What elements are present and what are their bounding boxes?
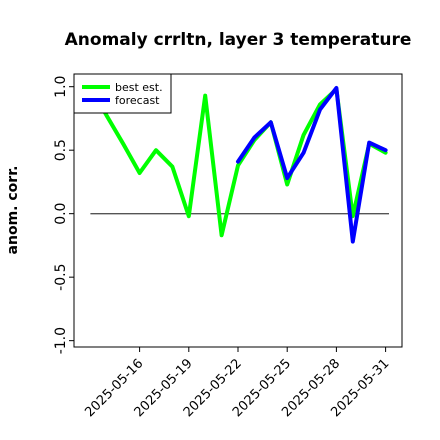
legend-label: forecast bbox=[115, 94, 160, 107]
y-axis-label: anom. corr. bbox=[5, 166, 21, 255]
y-tick-label: 0.0 bbox=[53, 203, 69, 225]
y-tick-label: 1.0 bbox=[53, 76, 69, 98]
y-tick-label: -0.5 bbox=[53, 263, 69, 290]
series-line-forecast bbox=[236, 86, 388, 244]
chart-title: Anomaly crrltn, layer 3 temperature bbox=[65, 30, 412, 50]
legend-label: best est. bbox=[115, 81, 163, 94]
y-tick-label: 0.5 bbox=[53, 139, 69, 161]
plot-area: -1.0-0.50.00.51.02025-05-162025-05-19202… bbox=[53, 73, 403, 420]
y-tick-label: -1.0 bbox=[53, 327, 69, 354]
legend-box bbox=[73, 73, 172, 114]
